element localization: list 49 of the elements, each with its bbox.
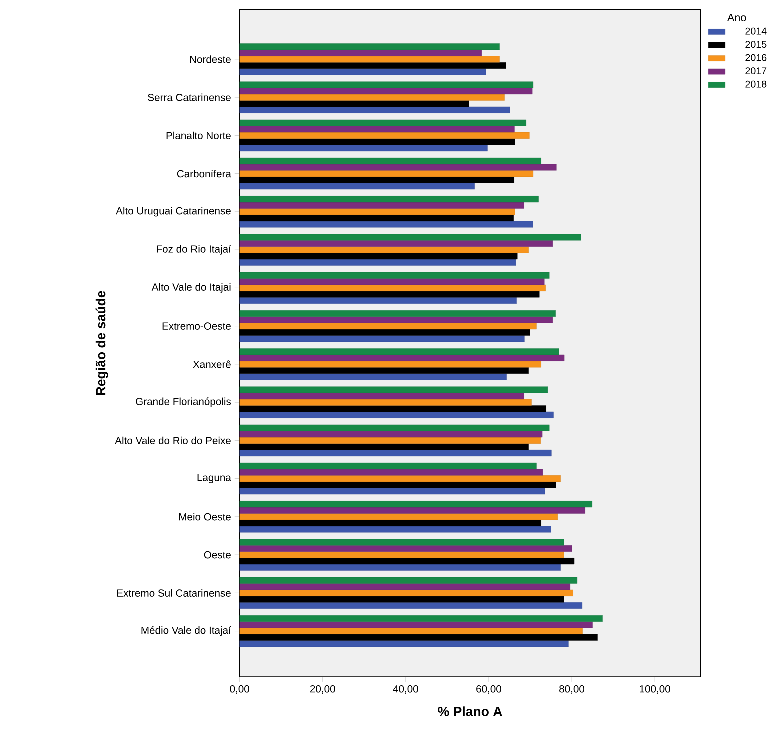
bar <box>240 622 593 628</box>
legend-label: 2016 <box>746 54 767 62</box>
bar <box>240 526 552 533</box>
bar <box>240 316 554 324</box>
bar <box>240 374 507 380</box>
y-tick-label: Xanxerê <box>193 360 231 368</box>
y-tick-label: Meio Oeste <box>179 513 231 521</box>
x-axis-title: % Plano A <box>438 706 502 716</box>
x-tick-label: 80,00 <box>560 685 585 694</box>
bar <box>240 552 564 558</box>
bar <box>240 469 544 476</box>
y-tick-label: Planalto Norte <box>166 132 231 140</box>
bar <box>240 221 534 228</box>
legend-label: 2015 <box>746 41 767 48</box>
legend-label: 2014 <box>746 28 767 35</box>
legend-label: 2018 <box>746 80 767 88</box>
y-tick-label: Extremo-Oeste <box>162 322 231 330</box>
bar <box>240 361 542 368</box>
y-tick-label: Oeste <box>204 551 231 559</box>
x-tick-label: 20,00 <box>310 685 336 694</box>
bar <box>240 399 532 406</box>
y-tick-label: Alto Vale do Itajai <box>152 283 231 293</box>
bar <box>240 94 505 101</box>
y-axis-title: Região de saúde <box>96 291 108 396</box>
bar <box>240 164 557 171</box>
y-tick-label: Foz do Rio Itajaí <box>157 245 232 255</box>
bar <box>240 82 534 88</box>
y-tick-label: Alto Vale do Rio do Peixe <box>115 436 231 444</box>
bar <box>240 246 529 254</box>
y-tick-label: Nordeste <box>190 56 231 64</box>
x-tick-label: 60,00 <box>476 685 502 694</box>
bar <box>240 208 516 216</box>
y-tick-label: Laguna <box>198 474 232 484</box>
y-tick-label: Grande Florianópolis <box>136 398 232 408</box>
y-tick-label: Extremo Sul Catarinense <box>118 589 231 597</box>
x-tick-label: 100,00 <box>640 685 670 694</box>
y-tick-label: Carbonífera <box>177 170 232 178</box>
y-tick-label: Médio Vale do Itajaí <box>142 626 232 636</box>
legend-label: 2017 <box>746 68 767 74</box>
bar <box>240 386 548 394</box>
bar <box>240 539 564 546</box>
x-tick-label: 0,00 <box>230 685 250 694</box>
y-tick-label: Alto Uruguai Catarinense <box>116 207 231 217</box>
y-tick-label: Serra Catarinense <box>148 94 231 102</box>
legend-title: Ano <box>727 14 746 22</box>
bar <box>240 56 500 63</box>
bar <box>240 234 582 241</box>
bar <box>240 68 486 76</box>
x-tick-label: 40,00 <box>393 685 418 694</box>
